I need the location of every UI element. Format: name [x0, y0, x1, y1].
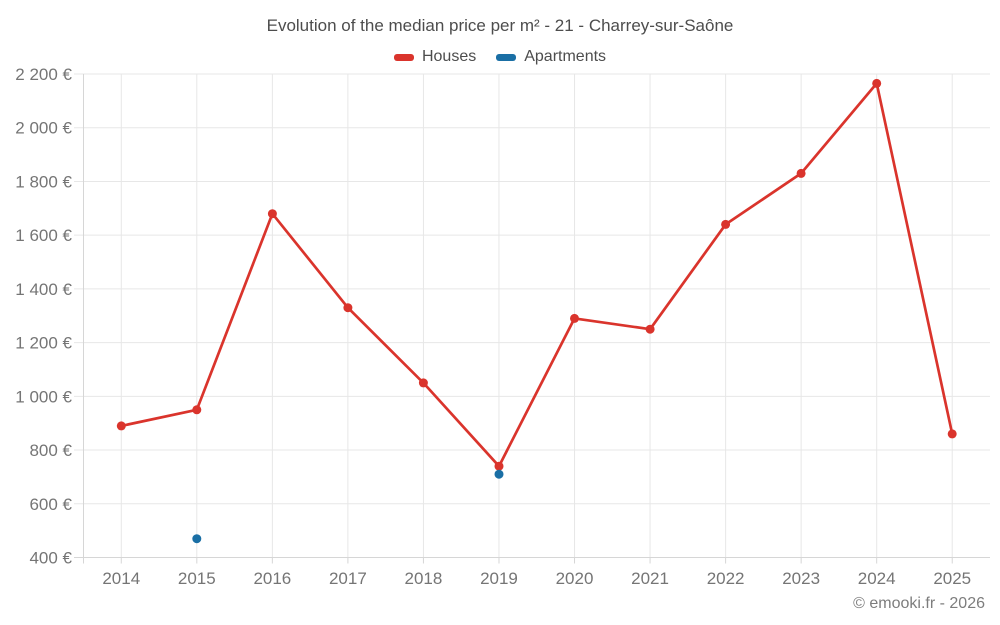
- apartments-legend-label: Apartments: [524, 48, 607, 65]
- x-tick-label: 2019: [480, 569, 518, 588]
- y-tick-label: 1 600 €: [15, 226, 72, 245]
- houses-point[interactable]: [947, 429, 957, 439]
- houses-point[interactable]: [645, 324, 655, 334]
- houses-point[interactable]: [872, 78, 882, 88]
- houses-line: [119, 82, 954, 468]
- x-tick-label: 2020: [556, 569, 594, 588]
- houses-point[interactable]: [570, 313, 579, 323]
- y-tick-label: 600 €: [29, 495, 72, 514]
- houses-point[interactable]: [116, 421, 126, 431]
- houses-point[interactable]: [267, 209, 277, 219]
- x-tick-label: 2017: [329, 569, 367, 588]
- y-tick-label: 1 400 €: [15, 280, 72, 299]
- houses-point[interactable]: [494, 461, 504, 471]
- copyright: © emooki.fr - 2026: [853, 595, 985, 612]
- apartments-point[interactable]: [494, 469, 504, 479]
- apartments-legend-swatch: [496, 53, 517, 61]
- houses-point[interactable]: [796, 168, 806, 178]
- x-tick-label: 2024: [858, 569, 896, 588]
- y-tick-label: 2 000 €: [15, 119, 72, 138]
- houses-point[interactable]: [192, 405, 202, 415]
- legend: Houses Apartments: [0, 47, 1000, 67]
- x-tick-label: 2022: [707, 569, 745, 588]
- y-tick-label: 800 €: [29, 441, 72, 460]
- x-tick-label: 2014: [102, 569, 140, 588]
- y-tick-label: 1 000 €: [15, 387, 72, 406]
- houses-point[interactable]: [721, 219, 731, 229]
- x-tick-label: 2021: [631, 569, 669, 588]
- chart-title: Evolution of the median price per m² - 2…: [266, 16, 734, 35]
- y-tick-label: 1 800 €: [15, 172, 72, 191]
- houses-point[interactable]: [343, 303, 353, 313]
- y-tick-label: 400 €: [29, 549, 72, 568]
- houses-legend-label: Houses: [421, 48, 477, 65]
- x-tick-label: 2015: [178, 569, 216, 588]
- legend-item-apartments[interactable]: Apartments: [496, 48, 606, 66]
- houses-point[interactable]: [418, 378, 428, 388]
- legend-item-houses[interactable]: Houses: [393, 48, 477, 66]
- x-tick-label: 2023: [782, 569, 820, 588]
- y-tick-label: 2 200 €: [15, 65, 72, 84]
- x-tick-label: 2025: [933, 569, 971, 588]
- y-tick-label: 1 200 €: [15, 334, 72, 353]
- x-tick-label: 2018: [405, 569, 443, 588]
- houses-legend-swatch: [393, 53, 414, 61]
- x-tick-label: 2016: [253, 569, 291, 588]
- apartments-point[interactable]: [192, 534, 202, 544]
